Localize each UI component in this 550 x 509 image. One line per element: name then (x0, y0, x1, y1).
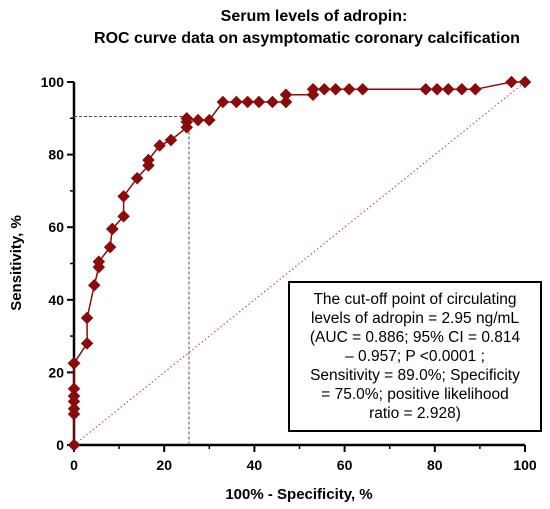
annotation-box: The cut-off point of circulating levels … (288, 281, 542, 432)
x-tick-label: 100 (513, 457, 537, 473)
y-axis-label: Sensitivity, % (8, 215, 25, 311)
roc-point (164, 133, 178, 147)
x-tick-label: 20 (156, 457, 172, 473)
roc-point (230, 95, 243, 109)
roc-point (241, 95, 254, 109)
x-tick-label: 60 (337, 457, 353, 473)
roc-point (518, 75, 532, 89)
reference-diagonal-line (73, 81, 526, 446)
roc-point (356, 82, 369, 96)
roc-point (117, 209, 130, 223)
roc-point (103, 240, 117, 254)
roc-point (317, 82, 331, 96)
roc-point (67, 438, 81, 452)
roc-point (279, 95, 293, 109)
annotation-text: The cut-off point of circulating levels … (309, 291, 521, 422)
chart-title-line-1: Serum levels of adropin: (221, 8, 408, 25)
roc-point (441, 82, 455, 96)
roc-point (266, 95, 279, 109)
roc-point (117, 189, 130, 203)
y-tick-label: 100 (41, 74, 65, 90)
roc-point (329, 82, 342, 96)
roc-point (87, 278, 101, 292)
x-axis-label: 100% - Specificity, % (225, 486, 372, 503)
roc-point (153, 139, 167, 152)
chart-title-line-2: ROC curve data on asymptomatic coronary … (94, 30, 520, 47)
roc-point (469, 82, 482, 96)
y-tick-label: 0 (56, 437, 64, 453)
roc-point (279, 88, 293, 102)
y-tick-label: 60 (48, 219, 64, 235)
roc-point (142, 153, 155, 167)
roc-series (67, 75, 532, 452)
roc-point (92, 255, 106, 269)
roc-point (306, 82, 320, 96)
x-tick-label: 80 (427, 457, 443, 473)
roc-point (455, 82, 469, 96)
x-tick-label: 0 (70, 457, 78, 473)
roc-point (67, 389, 81, 403)
roc-point (130, 171, 144, 185)
roc-point (67, 382, 81, 396)
y-tick-label: 80 (48, 147, 64, 163)
roc-point (419, 82, 433, 96)
roc-point (505, 75, 518, 89)
roc-point (191, 113, 205, 127)
roc-point (67, 402, 81, 416)
roc-point (67, 356, 81, 370)
roc-point (105, 222, 119, 236)
roc-point (252, 95, 266, 109)
y-tick-label: 20 (48, 364, 64, 380)
roc-point (430, 82, 444, 96)
roc-point (80, 337, 94, 350)
y-tick-label: 40 (48, 292, 64, 308)
roc-point (202, 113, 216, 127)
x-tick-label: 40 (247, 457, 263, 473)
roc-point (180, 111, 194, 125)
roc-point (342, 82, 356, 96)
roc-point (80, 311, 94, 325)
guide-lines (73, 81, 526, 446)
roc-point (216, 95, 230, 109)
tick-labels: 0 20 40 60 80 100 0 20 40 60 80 100 (41, 74, 537, 473)
